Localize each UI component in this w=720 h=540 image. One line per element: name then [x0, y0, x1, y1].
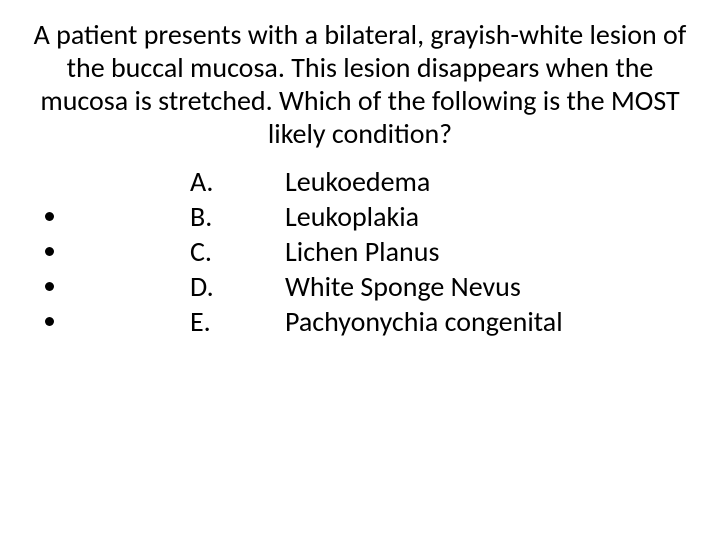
answer-letter: E.: [190, 304, 214, 339]
slide: A patient presents with a bilateral, gra…: [0, 0, 720, 540]
question-text: A patient presents with a bilateral, gra…: [30, 18, 690, 150]
bullet-column: [50, 164, 70, 339]
letters-column: A. B. C. D. E.: [190, 164, 214, 339]
answer-letter: C.: [190, 234, 214, 269]
options-column: Leukoedema Leukoplakia Lichen Planus Whi…: [285, 164, 563, 339]
answer-text: Pachyonychia congenital: [285, 304, 563, 339]
answer-text: Lichen Planus: [285, 234, 563, 269]
answer-text: Leukoplakia: [285, 199, 563, 234]
answer-letter: D.: [190, 269, 214, 304]
answer-letter: B.: [190, 199, 214, 234]
answer-text: White Sponge Nevus: [285, 269, 563, 304]
answer-text: Leukoedema: [285, 164, 563, 199]
answer-letter: A.: [190, 164, 214, 199]
